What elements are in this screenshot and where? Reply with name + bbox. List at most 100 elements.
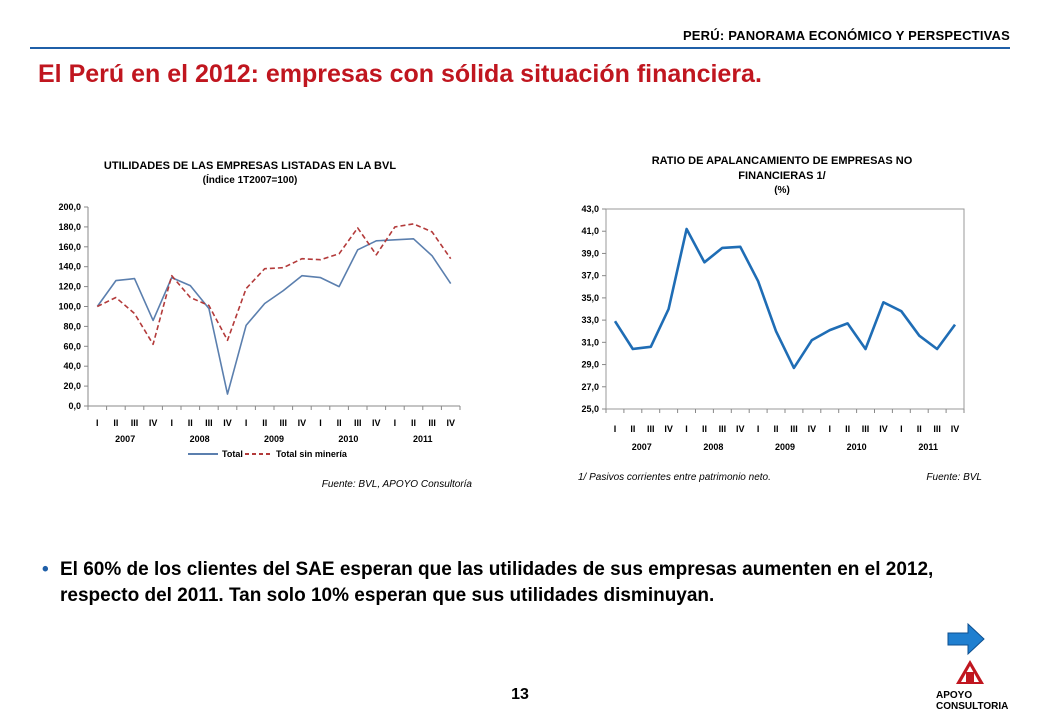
chart2-quarter-label: IV bbox=[736, 424, 745, 434]
chart2-ytick-label: 29,0 bbox=[581, 360, 599, 370]
chart2-ytick-label: 43,0 bbox=[581, 204, 599, 214]
chart1-quarter-label: II bbox=[411, 418, 416, 428]
chart2-ytick-label: 25,0 bbox=[581, 404, 599, 414]
logo-mark bbox=[956, 660, 984, 684]
chart2-title-line1: RATIO DE APALANCAMIENTO DE EMPRESAS NO bbox=[652, 155, 913, 167]
chart2-ytick-label: 27,0 bbox=[581, 382, 599, 392]
chart1-year-label: 2007 bbox=[115, 434, 135, 444]
chart1-ytick-label: 20,0 bbox=[63, 381, 81, 391]
chart1-quarter-label: III bbox=[428, 418, 436, 428]
chart2-quarter-label: II bbox=[702, 424, 707, 434]
chart1-title: UTILIDADES DE LAS EMPRESAS LISTADAS EN L… bbox=[104, 160, 396, 172]
chart2-ytick-label: 39,0 bbox=[581, 248, 599, 258]
chart1-ytick-label: 180,0 bbox=[58, 222, 81, 232]
chart2-quarter-label: III bbox=[647, 424, 655, 434]
chart1-quarter-label: IV bbox=[149, 418, 158, 428]
chart1-quarter-label: IV bbox=[446, 418, 455, 428]
chart2-quarter-label: I bbox=[685, 424, 688, 434]
chart1-quarter-label: I bbox=[245, 418, 248, 428]
chart1-quarter-label: III bbox=[131, 418, 139, 428]
leverage-chart: RATIO DE APALANCAMIENTO DE EMPRESAS NO F… bbox=[578, 155, 982, 483]
chart2-year-label: 2009 bbox=[775, 442, 795, 452]
chart1-quarter-label: II bbox=[113, 418, 118, 428]
logo-text-line1: APOYO bbox=[936, 690, 972, 701]
chart1-series-1-line bbox=[96, 223, 452, 346]
chart1-quarter-label: III bbox=[280, 418, 288, 428]
chart1-ytick-label: 80,0 bbox=[63, 321, 81, 331]
chart2-quarter-label: I bbox=[757, 424, 760, 434]
chart1-quarter-label: I bbox=[319, 418, 322, 428]
chart2-quarter-label: I bbox=[900, 424, 903, 434]
page-number: 13 bbox=[511, 686, 529, 703]
chart2-quarter-label: I bbox=[828, 424, 831, 434]
chart2-quarter-label: IV bbox=[664, 424, 673, 434]
chart2-plot-frame bbox=[605, 208, 965, 410]
bullet-point: • El 60% de los clientes del SAE esperan… bbox=[42, 557, 1002, 609]
chart1-ytick-label: 160,0 bbox=[58, 242, 81, 252]
chart2-year-label: 2010 bbox=[847, 442, 867, 452]
chart2-quarter-label: IV bbox=[808, 424, 817, 434]
chart1-legend: Total Total sin minería bbox=[188, 449, 348, 459]
bullet-dot: • bbox=[42, 559, 49, 580]
chart1-series-0-line bbox=[96, 238, 452, 395]
chart1-quarter-label: II bbox=[262, 418, 267, 428]
chart1-quarter-label: I bbox=[394, 418, 397, 428]
chart2-year-label: 2007 bbox=[632, 442, 652, 452]
chart2-quarter-label: III bbox=[862, 424, 870, 434]
chart2-quarter-label: IV bbox=[879, 424, 888, 434]
chart2-year-label: 2008 bbox=[703, 442, 723, 452]
chart2-quarter-label: II bbox=[845, 424, 850, 434]
chart1-quarter-label: I bbox=[96, 418, 99, 428]
chart1-source: Fuente: BVL, APOYO Consultoría bbox=[322, 479, 473, 490]
chart1-ytick-label: 60,0 bbox=[63, 341, 81, 351]
chart1-quarter-label: IV bbox=[298, 418, 307, 428]
chart1-quarter-label: IV bbox=[223, 418, 232, 428]
chart1-quarter-label: IV bbox=[372, 418, 381, 428]
chart1-quarter-label: II bbox=[188, 418, 193, 428]
chart2-quarter-label: III bbox=[790, 424, 798, 434]
header-rule bbox=[30, 47, 1010, 49]
chart2-quarter-label: I bbox=[614, 424, 617, 434]
chart1-ytick-label: 140,0 bbox=[58, 262, 81, 272]
chart1-ytick-label: 0,0 bbox=[68, 401, 81, 411]
logo-text-line2: CONSULTORIA bbox=[936, 701, 1008, 712]
chart1-quarter-label: III bbox=[205, 418, 213, 428]
chart2-ytick-label: 31,0 bbox=[581, 337, 599, 347]
chart2-note: 1/ Pasivos corrientes entre patrimonio n… bbox=[578, 472, 771, 483]
chart1-year-label: 2010 bbox=[338, 434, 358, 444]
page-title: El Perú en el 2012: empresas con sólida … bbox=[38, 60, 762, 88]
chart2-ytick-label: 41,0 bbox=[581, 226, 599, 236]
chart1-ytick-label: 40,0 bbox=[63, 361, 81, 371]
legend-total-label: Total bbox=[222, 449, 243, 459]
chart2-year-label: 2011 bbox=[918, 442, 938, 452]
chart2-ytick-label: 35,0 bbox=[581, 293, 599, 303]
chart2-ytick-label: 33,0 bbox=[581, 315, 599, 325]
chart1-subtitle: (Índice 1T2007=100) bbox=[203, 173, 298, 186]
chart1-ytick-label: 200,0 bbox=[58, 202, 81, 212]
apoyo-logo: APOYO CONSULTORIA bbox=[936, 660, 1008, 712]
chart1-year-label: 2011 bbox=[413, 434, 433, 444]
chart2-quarter-label: III bbox=[719, 424, 727, 434]
chart1-quarter-label: I bbox=[170, 418, 173, 428]
chart2-quarter-label: III bbox=[933, 424, 941, 434]
chart2-ytick-label: 37,0 bbox=[581, 271, 599, 281]
bullet-text: El 60% de los clientes del SAE esperan q… bbox=[60, 559, 934, 606]
header-tag: PERÚ: PANORAMA ECONÓMICO Y PERSPECTIVAS bbox=[682, 28, 1010, 43]
chart1-ytick-label: 100,0 bbox=[58, 302, 81, 312]
chart2-quarter-label: II bbox=[774, 424, 779, 434]
chart1-quarter-label: II bbox=[337, 418, 342, 428]
chart2-quarter-label: II bbox=[630, 424, 635, 434]
chart1-year-label: 2008 bbox=[190, 434, 210, 444]
chart2-subtitle: (%) bbox=[774, 185, 790, 196]
legend-sin-mineria-label: Total sin minería bbox=[276, 449, 348, 459]
chart1-ytick-label: 120,0 bbox=[58, 282, 81, 292]
chart2-quarter-label: IV bbox=[951, 424, 960, 434]
chart2-series-0-line bbox=[613, 227, 957, 370]
next-arrow-icon[interactable] bbox=[946, 622, 986, 656]
chart2-source: Fuente: BVL bbox=[926, 472, 982, 483]
chart2-quarter-label: II bbox=[917, 424, 922, 434]
chart2-title-line2: FINANCIERAS 1/ bbox=[738, 170, 825, 182]
chart1-year-label: 2009 bbox=[264, 434, 284, 444]
chart1-quarter-label: III bbox=[354, 418, 362, 428]
profits-chart: UTILIDADES DE LAS EMPRESAS LISTADAS EN L… bbox=[58, 160, 473, 490]
